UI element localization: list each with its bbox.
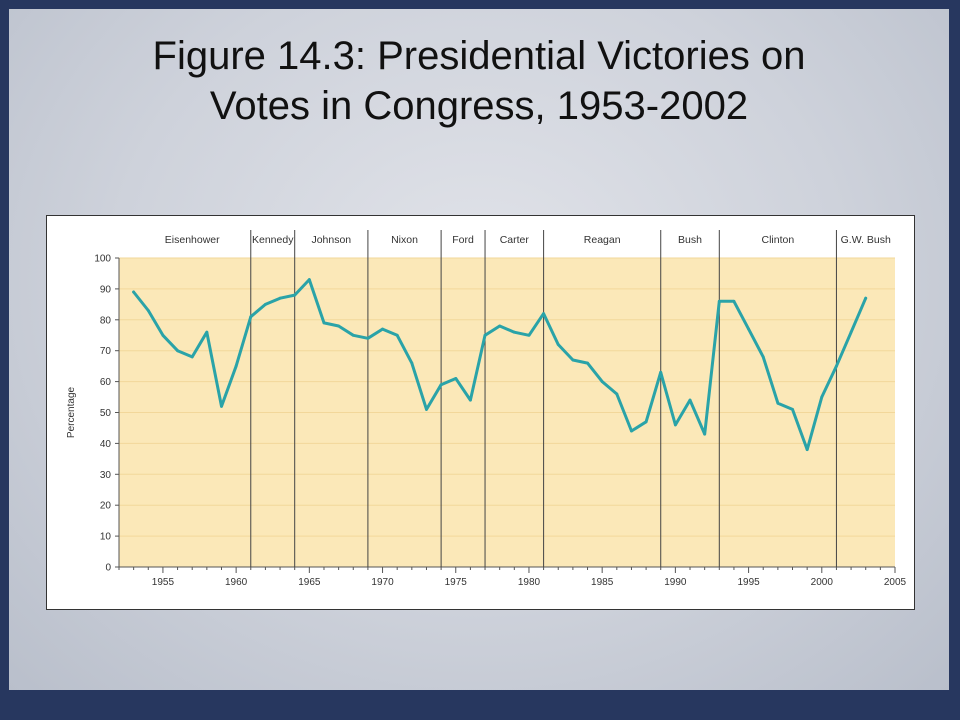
x-tick-label: 1975 <box>445 577 468 588</box>
data-point <box>659 370 663 374</box>
y-tick-label: 100 <box>94 254 111 265</box>
data-point <box>600 380 604 383</box>
data-point <box>571 358 575 362</box>
x-tick-label: 2005 <box>884 577 907 588</box>
y-tick-label: 50 <box>100 408 112 419</box>
presidency-label: Nixon <box>391 234 418 246</box>
data-point <box>820 395 824 399</box>
data-point <box>586 361 589 365</box>
data-point <box>190 355 194 359</box>
data-point <box>556 343 560 346</box>
y-tick-label: 60 <box>100 377 112 388</box>
y-tick-label: 40 <box>100 439 112 450</box>
y-tick-label: 30 <box>100 470 112 481</box>
data-point <box>337 324 341 328</box>
presidency-label: Bush <box>678 234 702 246</box>
presidency-label: Ford <box>452 234 474 246</box>
data-point <box>776 401 780 405</box>
data-point <box>176 349 179 353</box>
data-point <box>673 423 677 427</box>
x-tick-label: 1970 <box>371 577 394 588</box>
data-point <box>220 404 223 408</box>
presidency-label: Eisenhower <box>165 234 220 246</box>
y-tick-label: 20 <box>100 501 112 512</box>
data-point <box>849 330 853 334</box>
data-point <box>205 330 209 334</box>
line-chart: 0 10 20 30 40 50 60 70 80 90 100 1955 1960 1965 1970 19… <box>66 230 907 588</box>
y-tick-label: 80 <box>100 315 112 326</box>
presidency-label: Kennedy <box>252 234 294 246</box>
presidency-label: Johnson <box>311 234 351 246</box>
data-point <box>234 364 238 368</box>
data-point <box>322 321 326 325</box>
data-point <box>483 333 487 337</box>
slide-title-line-2: Votes in Congress, 1953-2002 <box>209 84 749 128</box>
slide-title: Figure 14.3: Presidential Victories on V… <box>9 31 949 131</box>
data-point <box>630 429 633 433</box>
x-tick-label: 1985 <box>591 577 614 588</box>
data-point <box>351 333 355 337</box>
data-point <box>732 299 736 303</box>
chart-frame: 0 10 20 30 40 50 60 70 80 90 100 1955 1960 1965 1970 19… <box>46 215 915 610</box>
x-tick-label: 1960 <box>225 577 248 588</box>
data-point <box>747 327 750 331</box>
x-tick-label: 1980 <box>518 577 541 588</box>
data-point <box>132 290 136 294</box>
y-axis-label: Percentage <box>66 386 77 438</box>
data-point <box>615 392 619 396</box>
data-point <box>644 420 648 424</box>
y-tick-label: 0 <box>105 563 111 574</box>
y-tick-label: 10 <box>100 532 112 543</box>
data-point <box>468 398 472 402</box>
data-point <box>278 296 282 300</box>
data-point <box>498 324 502 328</box>
x-tick-label: 1965 <box>298 577 321 588</box>
data-point <box>703 432 707 436</box>
data-point <box>527 333 531 337</box>
presidency-label: Carter <box>500 234 530 246</box>
data-point <box>542 312 546 316</box>
data-point <box>146 309 150 312</box>
data-point <box>264 302 267 306</box>
x-tick-label: 2000 <box>811 577 834 588</box>
presidency-label: Reagan <box>584 234 621 246</box>
data-point <box>293 293 297 297</box>
data-point <box>381 327 384 331</box>
data-point <box>717 299 721 303</box>
data-point <box>512 330 516 334</box>
data-point <box>395 333 399 337</box>
data-point <box>805 448 809 451</box>
data-point <box>835 364 838 368</box>
slide-title-line-1: Figure 14.3: Presidential Victories on <box>152 34 806 78</box>
data-point <box>425 408 428 411</box>
data-point <box>454 377 458 380</box>
data-point <box>864 296 868 300</box>
data-point <box>307 278 311 282</box>
data-point <box>688 398 692 402</box>
presidency-label: Clinton <box>762 234 795 246</box>
data-point <box>161 333 165 337</box>
data-point <box>791 408 794 411</box>
slide-background: Figure 14.3: Presidential Victories on V… <box>9 9 949 690</box>
data-point <box>439 383 443 387</box>
data-point <box>249 315 253 319</box>
data-point <box>366 336 370 340</box>
y-tick-label: 70 <box>100 346 112 357</box>
data-point <box>761 355 765 359</box>
presidency-label: G.W. Bush <box>841 234 891 246</box>
y-tick-label: 90 <box>100 284 112 295</box>
x-tick-label: 1955 <box>152 577 175 588</box>
x-tick-label: 1995 <box>737 577 760 588</box>
data-point <box>410 361 414 365</box>
x-tick-label: 1990 <box>664 577 687 588</box>
